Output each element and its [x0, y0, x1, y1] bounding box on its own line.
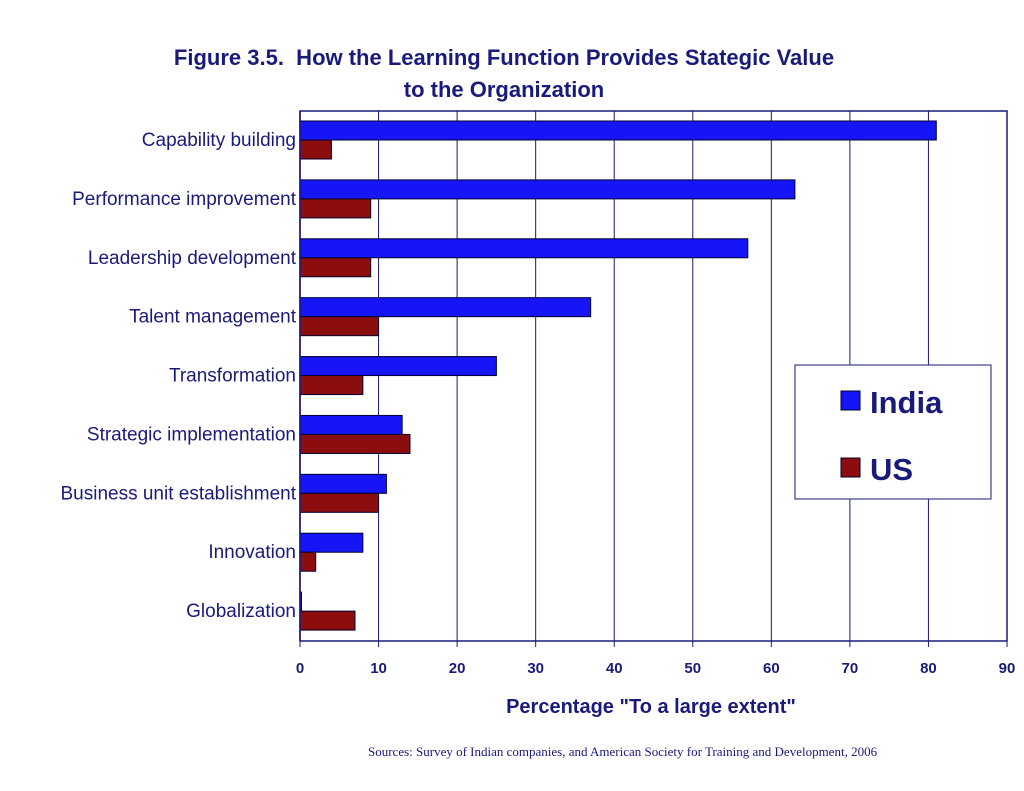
- chart-title-line-1: Figure 3.5. How the Learning Function Pr…: [173, 45, 835, 70]
- chart-title: Figure 3.5. How the Learning Function Pr…: [0, 42, 1008, 106]
- category-labels: Capability building Performance improveme…: [60, 130, 296, 622]
- category-label: Globalization: [186, 601, 296, 622]
- x-tick-label: 50: [684, 660, 701, 677]
- bar-us: [299, 610, 356, 631]
- category-label: Strategic implementation: [87, 424, 296, 445]
- bar-india: [299, 297, 592, 318]
- bar-us: [299, 492, 380, 513]
- bar-us: [299, 433, 411, 454]
- bar-us: [299, 316, 380, 337]
- x-tick-label: 0: [296, 660, 304, 677]
- category-label: Talent management: [129, 307, 297, 328]
- bar-us: [299, 198, 372, 219]
- bar-us: [299, 257, 372, 278]
- x-tick-label: 60: [763, 660, 780, 677]
- x-tick-label: 70: [842, 660, 859, 677]
- x-tick-label: 20: [449, 660, 466, 677]
- category-label: Performance improvement: [72, 189, 297, 210]
- x-tick-labels: 0 10 20 30 40 50 60 70 80 90: [296, 641, 1016, 677]
- source-note: Sources: Survey of Indian companies, and…: [368, 744, 878, 759]
- legend-box: [794, 364, 992, 500]
- bar-india: [299, 414, 403, 435]
- x-tick-label: 10: [370, 660, 387, 677]
- legend-swatch-us: [840, 457, 861, 478]
- category-label: Capability building: [142, 130, 296, 151]
- bar-india: [299, 179, 796, 200]
- bar-india: [299, 356, 497, 377]
- bar-us: [299, 375, 364, 396]
- bar-us: [299, 139, 332, 160]
- bar-india: [299, 238, 749, 259]
- chart-title-line-2: to the Organization: [403, 77, 605, 102]
- x-axis-label: Percentage "To a large extent": [506, 696, 796, 718]
- bar-india: [299, 120, 937, 141]
- category-label: Business unit establishment: [60, 483, 296, 504]
- bar-us: [299, 551, 317, 572]
- legend-swatch-india: [840, 390, 861, 411]
- bars: [299, 111, 937, 641]
- legend-label-india: India: [870, 385, 943, 420]
- bar-india: [299, 473, 387, 494]
- x-tick-label: 90: [999, 660, 1016, 677]
- x-tick-label: 80: [920, 660, 937, 677]
- bar-india: [299, 532, 364, 553]
- category-label: Leadership development: [88, 248, 297, 269]
- x-tick-label: 40: [606, 660, 623, 677]
- category-label: Transformation: [169, 366, 296, 387]
- x-tick-label: 30: [527, 660, 544, 677]
- category-label: Innovation: [208, 542, 296, 563]
- legend: India US: [794, 364, 992, 500]
- legend-label-us: US: [870, 452, 913, 487]
